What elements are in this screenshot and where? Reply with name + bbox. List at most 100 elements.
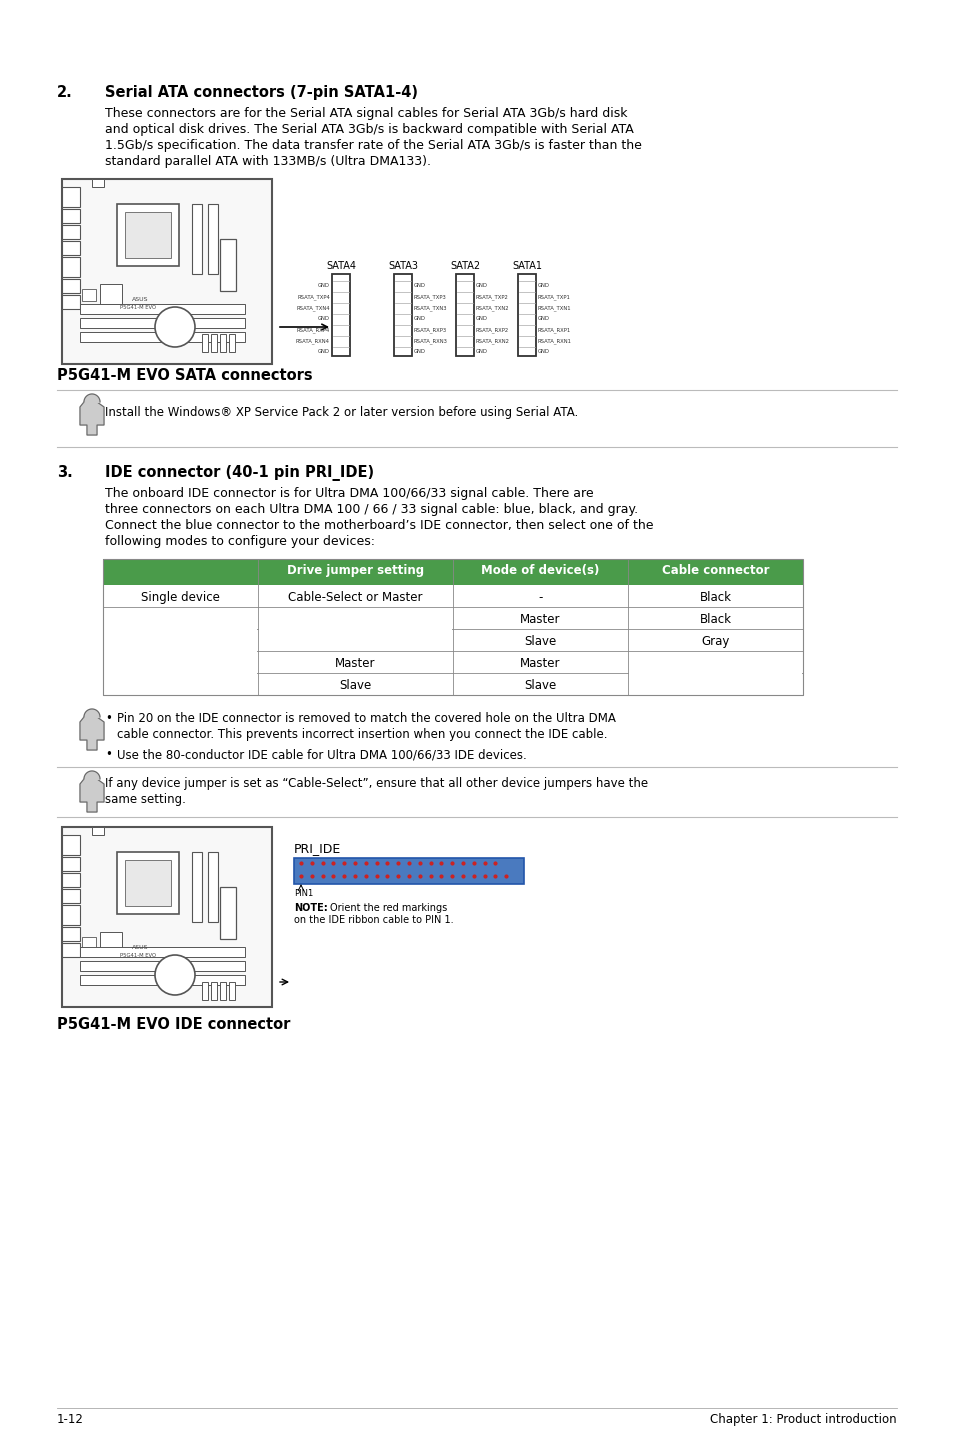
Text: GND: GND [476,316,487,321]
Text: RSATA_TXN2: RSATA_TXN2 [476,305,509,311]
Bar [62,188,80,208]
Text: Orient the red markings: Orient the red markings [330,904,447,914]
Text: The onboard IDE connector is for Ultra DMA 100/66/33 signal cable. There are: The onboard IDE connector is for Ultra D… [105,487,593,500]
Bar [202,982,208,1000]
Text: SATA2: SATA2 [450,261,479,271]
Bar [62,241,80,255]
Bar [62,905,80,925]
Text: 3.: 3. [57,465,72,480]
Bar [332,274,350,357]
Text: Chapter 1: Product introduction: Chapter 1: Product introduction [710,1413,896,1426]
Bar [62,927,80,941]
Text: RSATA_TXN4: RSATA_TXN4 [296,305,330,311]
Bar [229,334,234,352]
Text: Master: Master [519,613,560,626]
Bar [103,607,802,629]
Text: RSATA_RXP4: RSATA_RXP4 [296,326,330,332]
Bar [220,886,235,939]
Text: P5G41-M EVO: P5G41-M EVO [120,954,156,958]
Text: Gray: Gray [700,634,729,649]
Text: Cable-Select: Cable-Select [318,624,393,639]
Bar [103,607,257,695]
Bar [117,203,179,266]
Bar [192,852,202,922]
Text: Cable connector: Cable connector [661,564,768,577]
Text: following modes to configure your devices:: following modes to configure your device… [105,536,375,548]
Bar [103,652,802,673]
Bar [628,652,801,695]
Polygon shape [84,394,100,402]
Circle shape [154,306,194,347]
Text: RSATA_RXP3: RSATA_RXP3 [414,326,447,332]
Text: Black: Black [699,613,731,626]
Polygon shape [80,717,104,750]
Bar [80,304,245,314]
Bar [62,856,80,871]
Text: GND: GND [537,349,549,354]
Text: P5G41-M EVO IDE connector: P5G41-M EVO IDE connector [57,1017,290,1032]
Text: Cable-Select or Master: Cable-Select or Master [288,591,422,604]
Bar [202,334,208,352]
Bar [80,332,245,342]
Text: RSATA_RXP1: RSATA_RXP1 [537,326,571,332]
Bar [103,558,802,695]
Bar [103,629,802,652]
Text: RSATA_TXP3: RSATA_TXP3 [414,294,446,299]
Text: RSATA_RXN2: RSATA_RXN2 [476,338,510,344]
Bar [62,225,80,239]
Bar [103,558,802,586]
Text: GND: GND [317,284,330,288]
Bar [211,982,216,1000]
Bar [100,284,122,304]
Text: Slave: Slave [339,679,372,692]
Text: SATA4: SATA4 [326,261,355,271]
Text: cable connector. This prevents incorrect insertion when you connect the IDE cabl: cable connector. This prevents incorrect… [117,727,607,740]
Bar [62,835,80,855]
Text: GND: GND [476,349,487,354]
Text: GND: GND [414,349,425,354]
Text: Pin 20 on the IDE connector is removed to match the covered hole on the Ultra DM: Pin 20 on the IDE connector is removed t… [117,712,616,725]
Text: •: • [105,748,112,760]
Bar [220,239,235,291]
Text: RSATA_TXP4: RSATA_TXP4 [296,294,330,299]
Bar [80,947,245,957]
Text: Connect the blue connector to the motherboard’s IDE connector, then select one o: Connect the blue connector to the mother… [105,518,653,533]
Text: Master: Master [335,657,375,670]
Text: PIN1: PIN1 [294,889,313,898]
Bar [62,874,80,886]
Text: ASUS: ASUS [132,945,149,949]
Bar [91,179,104,188]
Bar [62,256,80,276]
Text: RSATA_TXN3: RSATA_TXN3 [414,305,447,311]
Text: 1-12: 1-12 [57,1413,84,1426]
Text: If any device jumper is set as “Cable-Select”, ensure that all other device jump: If any device jumper is set as “Cable-Se… [105,778,647,790]
Text: standard parallel ATA with 133MB/s (Ultra DMA133).: standard parallel ATA with 133MB/s (Ultr… [105,155,431,168]
Text: GND: GND [414,284,425,288]
Text: GND: GND [317,349,330,354]
Polygon shape [84,709,100,717]
Text: same setting.: same setting. [105,793,186,806]
Bar [208,203,218,274]
Polygon shape [84,770,100,779]
Bar [62,828,272,1007]
Bar [62,179,272,364]
Text: RSATA_TXP2: RSATA_TXP2 [476,294,508,299]
Text: GND: GND [537,316,549,321]
Bar [211,334,216,352]
Bar [229,982,234,1000]
Text: Slave: Slave [524,634,556,649]
Bar [220,982,226,1000]
Bar [117,852,179,914]
Text: ASUS: ASUS [132,296,149,302]
Text: Drive jumper setting: Drive jumper setting [287,564,424,577]
Text: RSATA_RXN1: RSATA_RXN1 [537,338,572,344]
Text: -: - [537,591,542,604]
Bar [220,334,226,352]
Text: Use the 80-conductor IDE cable for Ultra DMA 100/66/33 IDE devices.: Use the 80-conductor IDE cable for Ultra… [117,748,526,760]
Text: GND: GND [317,316,330,321]
Text: PRI_IDE: PRI_IDE [294,842,341,855]
Text: three connectors on each Ultra DMA 100 / 66 / 33 signal cable: blue, black, and : three connectors on each Ultra DMA 100 /… [105,503,638,516]
Text: RSATA_RXN4: RSATA_RXN4 [295,338,330,344]
Text: Black: Black [699,591,731,604]
Bar [80,975,245,985]
